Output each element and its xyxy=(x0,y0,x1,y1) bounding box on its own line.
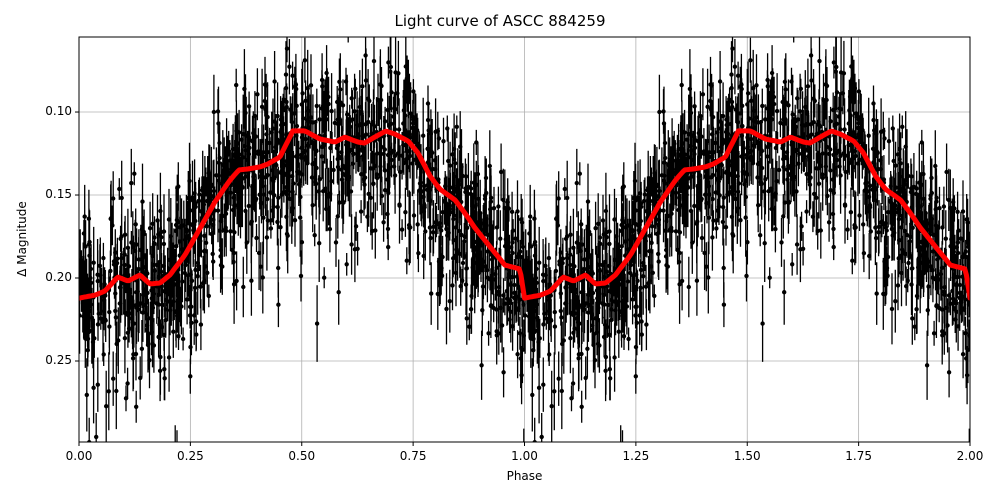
x-tick-label: 0.50 xyxy=(288,449,316,463)
x-tick-label: 2.00 xyxy=(956,449,984,463)
model-curve xyxy=(79,128,970,301)
y-tick-label: 0.20 xyxy=(45,270,72,284)
y-tick-label: 0.25 xyxy=(45,353,72,367)
x-tick-label: 0.25 xyxy=(177,449,204,463)
y-tick-label: 0.15 xyxy=(45,187,72,202)
x-tick-label: 1.50 xyxy=(733,449,761,463)
y-tick-label: 0.10 xyxy=(45,104,72,119)
x-tick-label: 1.25 xyxy=(622,449,650,463)
x-tick-label: 1.75 xyxy=(845,449,872,463)
x-axis-label: Phase xyxy=(506,469,543,483)
x-tick-label: 0.75 xyxy=(399,449,427,463)
chart-title: Light curve of ASCC 884259 xyxy=(394,12,606,30)
x-tick-label: 0.00 xyxy=(65,449,93,463)
x-tick-label: 1.00 xyxy=(511,449,538,463)
